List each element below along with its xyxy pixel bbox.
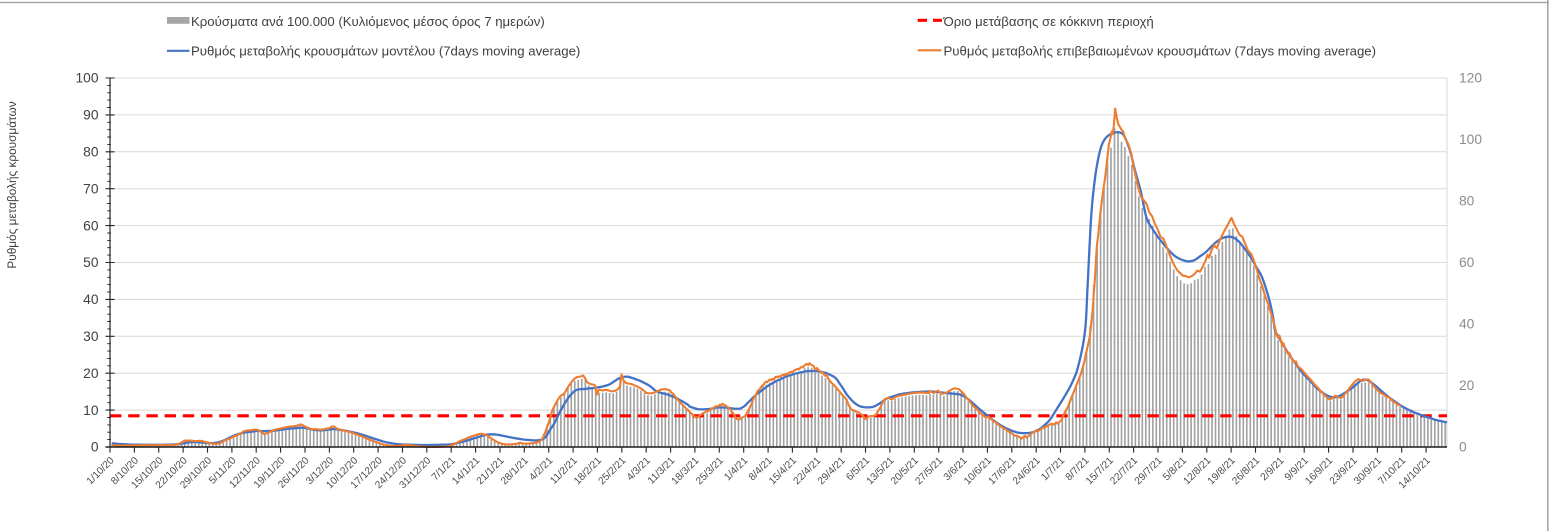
- svg-text:60: 60: [1459, 255, 1475, 270]
- svg-text:120: 120: [1459, 71, 1482, 86]
- svg-text:60: 60: [83, 218, 99, 233]
- svg-text:50: 50: [83, 255, 99, 270]
- svg-text:40: 40: [83, 292, 99, 307]
- svg-text:20: 20: [83, 366, 99, 381]
- svg-text:30: 30: [83, 329, 99, 344]
- svg-text:100: 100: [75, 71, 98, 86]
- svg-text:40: 40: [1459, 317, 1475, 332]
- svg-text:80: 80: [83, 145, 99, 160]
- svg-text:100: 100: [1459, 132, 1482, 147]
- svg-text:10: 10: [83, 403, 99, 418]
- svg-text:80: 80: [1459, 194, 1475, 209]
- svg-text:70: 70: [83, 181, 99, 196]
- svg-text:Ρυθμός μεταβολής επιβεβαιωμένω: Ρυθμός μεταβολής επιβεβαιωμένων κρουσμάτ…: [944, 44, 1377, 59]
- svg-text:0: 0: [1459, 440, 1467, 455]
- svg-text:Όριο μετάβασης σε κόκκινη περ: Όριο μετάβασης σε κόκκινη περιοχή: [943, 14, 1154, 29]
- svg-text:Κρούσματα ανά 100.000 (Κυλιόμε: Κρούσματα ανά 100.000 (Κυλιόμενος μέσος …: [191, 14, 545, 29]
- svg-text:0: 0: [91, 440, 99, 455]
- svg-text:Ρυθμός μεταβολής κρουσμάτων: Ρυθμός μεταβολής κρουσμάτων: [5, 101, 19, 268]
- svg-text:90: 90: [83, 108, 99, 123]
- svg-text:Ρυθμός μεταβολής κρουσμάτων μο: Ρυθμός μεταβολής κρουσμάτων μοντέλου (7d…: [191, 44, 580, 59]
- svg-text:20: 20: [1459, 378, 1475, 393]
